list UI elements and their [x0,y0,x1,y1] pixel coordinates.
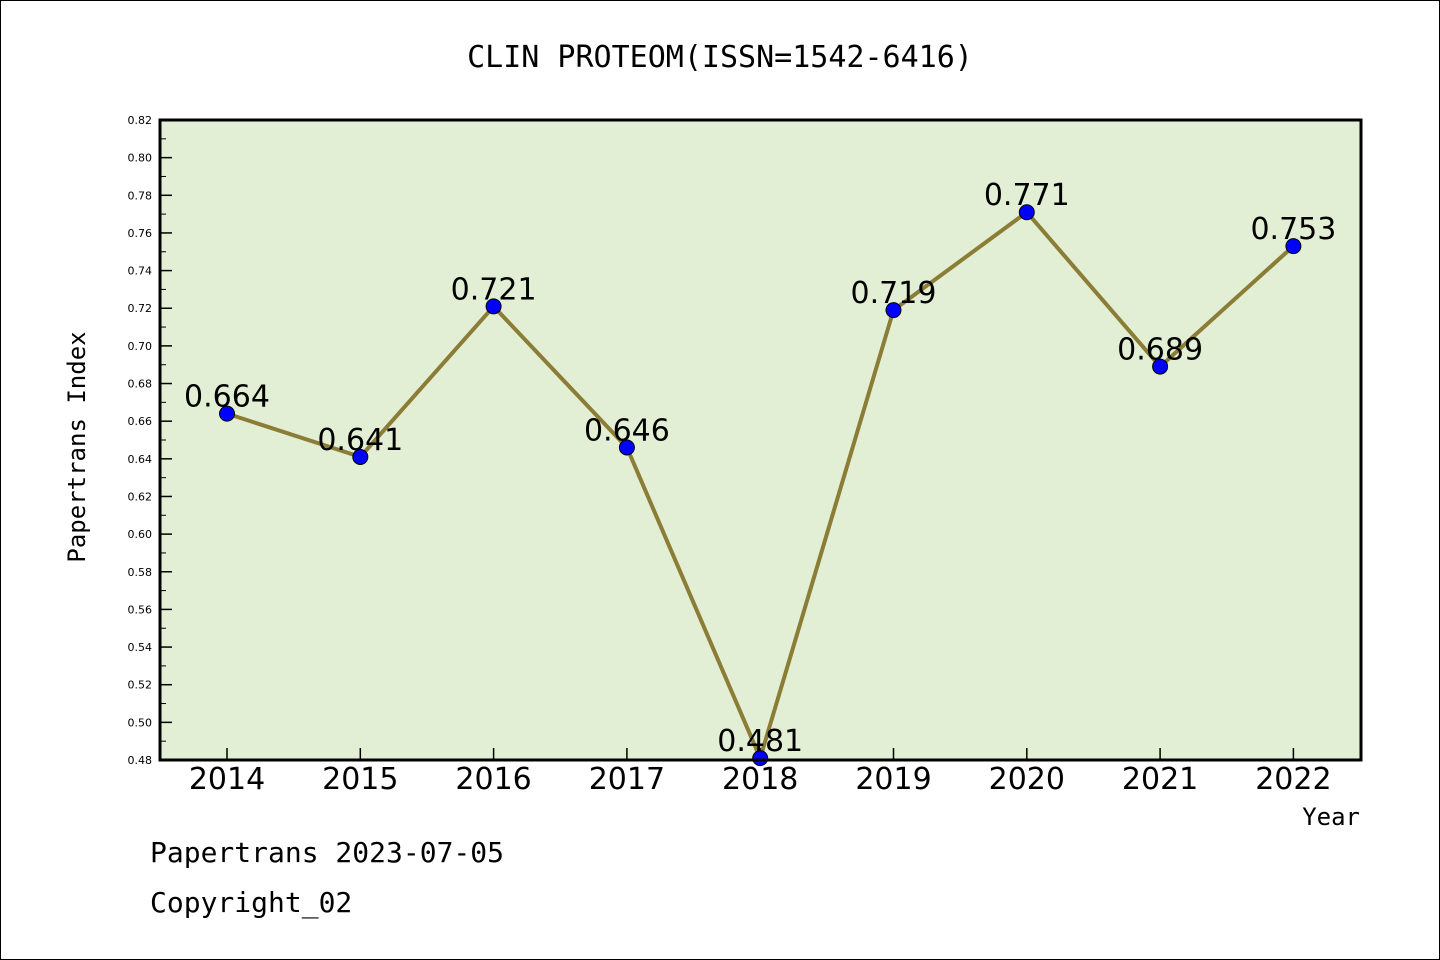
x-tick-label: 2021 [1122,762,1198,797]
data-label: 0.771 [984,178,1070,213]
data-label: 0.721 [451,272,537,307]
data-point-2020 [1018,204,1035,221]
y-tick-label: 0.64 [128,453,153,466]
y-tick-label: 0.50 [128,716,153,729]
footer-copyright: Copyright_02 [150,886,353,919]
plot-area [160,120,1361,760]
y-tick-label: 0.56 [128,603,153,616]
data-point-2017 [618,439,635,456]
x-tick-label: 2016 [455,762,531,797]
y-tick-label: 0.80 [128,152,153,165]
x-tick-label: 2014 [189,762,265,797]
data-label: 0.664 [184,380,270,415]
y-tick-label: 0.70 [128,340,153,353]
y-tick-label: 0.58 [128,566,153,579]
data-point-2018 [752,750,769,767]
y-tick-label: 0.74 [128,265,153,278]
y-axis-ticks: 0.48 0.50 0.52 0.54 0.56 0.58 0.60 0.62 0.64 0.66… [128,114,172,767]
x-tick-label: 2019 [855,762,931,797]
series-layer: 0.664 0.641 0.721 0.646 0.481 0.719 0.771 0.689… [184,178,1336,767]
data-point-2015 [352,448,369,465]
x-tick-label: 2020 [989,762,1065,797]
data-point-2016 [485,298,502,315]
y-tick-label: 0.54 [128,641,153,654]
data-label: 0.481 [717,724,803,759]
x-tick-label: 2015 [322,762,398,797]
y-tick-label: 0.82 [128,114,153,127]
x-tick-label: 2017 [589,762,665,797]
y-tick-label: 0.72 [128,302,153,315]
y-tick-label: 0.68 [128,378,153,391]
x-axis-label: Year [1302,803,1360,831]
data-point-2019 [885,302,902,319]
x-tick-label: 2022 [1255,762,1331,797]
data-label: 0.641 [317,423,403,458]
data-label: 0.689 [1117,333,1203,368]
y-tick-label: 0.78 [128,189,153,202]
x-axis-ticks: 2014 2015 2016 2017 2018 2019 2020 2021 2022 [189,748,1332,797]
data-label: 0.719 [851,276,937,311]
y-tick-label: 0.76 [128,227,153,240]
y-tick-label: 0.60 [128,528,153,541]
y-tick-label: 0.48 [128,754,153,767]
data-label: 0.753 [1250,212,1336,247]
footer-date: Papertrans 2023-07-05 [150,836,505,869]
data-point-2021 [1152,358,1169,375]
y-tick-label: 0.52 [128,679,153,692]
y-tick-label: 0.62 [128,490,153,503]
y-axis-label: Papertrans Index [63,331,91,562]
data-label: 0.646 [584,414,670,449]
y-tick-label: 0.66 [128,415,153,428]
data-point-2022 [1285,238,1302,255]
data-point-2014 [219,405,235,422]
plot-border [158,118,1363,762]
x-tick-label: 2018 [722,762,798,797]
chart-title: CLIN PROTEOM(ISSN=1542-6416) [467,40,973,75]
